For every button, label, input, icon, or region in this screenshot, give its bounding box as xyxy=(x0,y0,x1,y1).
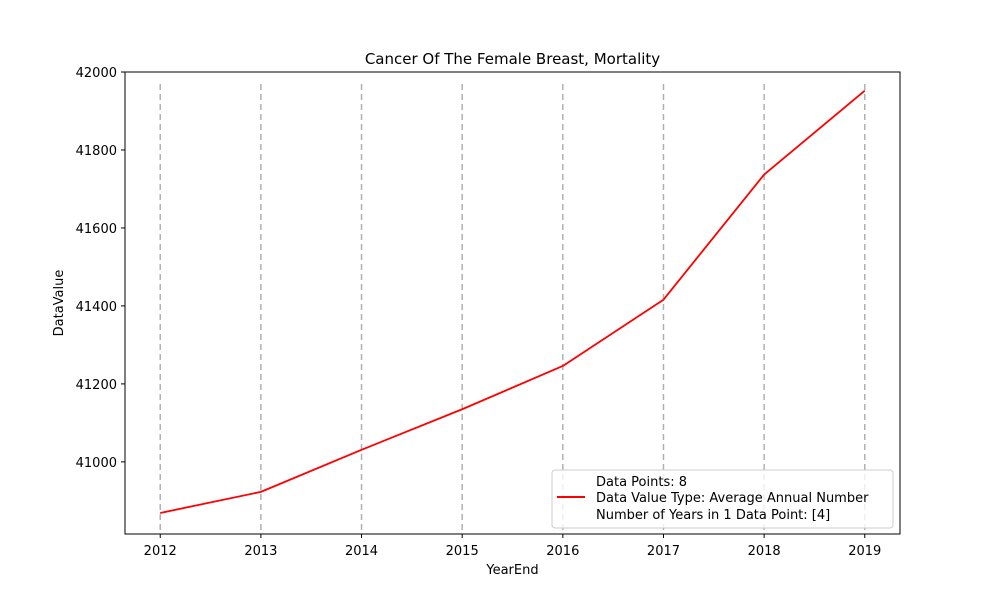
x-tick-label: 2019 xyxy=(848,544,881,559)
x-tick-label: 2012 xyxy=(144,544,177,559)
y-axis-ticks: 41000 41200 41400 41600 41800 42000 xyxy=(76,66,125,471)
y-tick-label: 41800 xyxy=(76,144,117,159)
x-tick-label: 2013 xyxy=(244,544,277,559)
legend-entry: Number of Years in 1 Data Point: [4] xyxy=(596,508,830,523)
x-tick-label: 2014 xyxy=(345,544,378,559)
y-tick-label: 41600 xyxy=(76,222,117,237)
grid-lines xyxy=(159,84,866,534)
x-axis-label: YearEnd xyxy=(485,563,538,578)
legend: Data Points: 8 Data Value Type: Average … xyxy=(551,469,894,529)
x-axis-ticks: 2012 2013 2014 2015 2016 2017 2018 2019 xyxy=(144,534,881,559)
chart-title: Cancer Of The Female Breast, Mortality xyxy=(365,50,660,68)
plot-frame xyxy=(124,71,901,535)
legend-entry: Data Points: 8 xyxy=(596,475,687,490)
y-tick-label: 41000 xyxy=(76,456,117,471)
x-tick-label: 2015 xyxy=(446,544,479,559)
y-tick-label: 41400 xyxy=(76,300,117,315)
y-tick-label: 41200 xyxy=(76,378,117,393)
x-tick-label: 2017 xyxy=(647,544,680,559)
legend-box xyxy=(551,469,894,529)
series-line xyxy=(160,90,866,514)
x-tick-label: 2018 xyxy=(748,544,781,559)
y-tick-label: 42000 xyxy=(76,66,117,81)
x-tick-label: 2016 xyxy=(546,544,579,559)
y-axis-label: DataValue xyxy=(52,270,67,337)
series-layer xyxy=(160,90,866,514)
legend-entry: Data Value Type: Average Annual Number xyxy=(596,491,869,506)
